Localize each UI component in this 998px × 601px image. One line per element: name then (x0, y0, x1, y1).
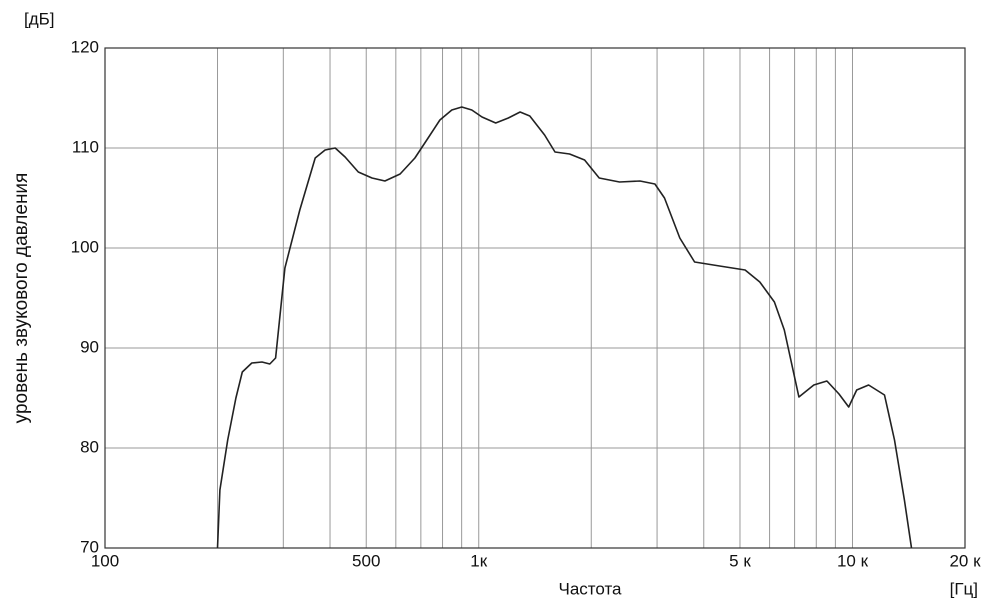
x-unit: [Гц] (950, 579, 978, 598)
plot-frame (104, 47, 966, 549)
y-tick-label: 110 (72, 137, 99, 156)
y-unit: [дБ] (24, 9, 55, 28)
x-tick-label: 1к (470, 551, 487, 570)
y-axis-label: уровень звукового давления (11, 173, 32, 424)
y-tick-label: 120 (71, 37, 99, 56)
x-tick-label: 10 к (837, 551, 869, 570)
y-tick-label: 80 (80, 437, 99, 456)
response-curve (216, 106, 913, 549)
y-tick-label: 70 (80, 537, 99, 556)
y-tick-label: 90 (80, 337, 99, 356)
x-tick-label: 5 к (729, 551, 751, 570)
x-tick-label: 20 к (949, 551, 981, 570)
x-tick-label: 100 (91, 551, 119, 570)
x-axis-label: Частота (558, 579, 622, 598)
x-tick-label: 500 (352, 551, 380, 570)
y-tick-label: 100 (71, 237, 99, 256)
